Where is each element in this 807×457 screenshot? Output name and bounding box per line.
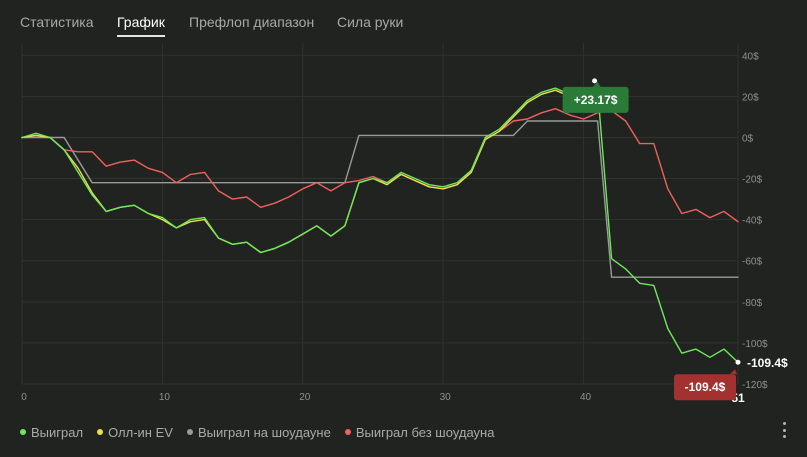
annotation-pointer <box>592 81 601 87</box>
legend-item-allin-ev[interactable]: Олл-ин EV <box>97 425 173 440</box>
point-marker <box>592 78 598 84</box>
legend-dot <box>97 429 104 435</box>
legend-label: Выиграл <box>31 424 84 440</box>
y-tick-label: 20$ <box>742 92 759 103</box>
tab-graph[interactable]: График <box>117 14 165 30</box>
point-marker <box>735 359 741 365</box>
legend-label: Выиграл на шоудауне <box>197 424 331 440</box>
x-tick-label: 10 <box>159 392 171 403</box>
x-tick-label: 40 <box>580 392 592 403</box>
legend-dot <box>186 429 193 435</box>
annotation-box <box>674 374 736 401</box>
tab-statistics[interactable]: Статистика <box>20 14 94 30</box>
chart-legend: Выиграл Олл-ин EV Выиграл на шоудауне Вы… <box>20 424 508 440</box>
y-tick-label: -80$ <box>742 298 762 309</box>
annotation-label: +23.17$ <box>574 93 618 107</box>
y-tick-label: -60$ <box>742 257 762 268</box>
y-tick-label: -100$ <box>742 339 768 350</box>
tab-bar: Статистика График Префлоп диапазон Сила … <box>0 0 807 40</box>
legend-label: Олл-ин EV <box>108 424 173 440</box>
series-line-won <box>21 87 739 363</box>
series-line-allin-ev <box>21 89 599 254</box>
legend-dot <box>20 429 26 435</box>
annotation-peak: +23.17$ <box>562 81 629 113</box>
y-tick-label: -120$ <box>742 380 768 391</box>
annotation-box <box>562 86 629 113</box>
tab-preflop-range[interactable]: Префлоп диапазон <box>189 14 315 30</box>
end-value-label: -109.4$ <box>747 356 788 370</box>
legend-label: Выиграл без шоудауна <box>355 424 495 440</box>
x-tick-label: 0 <box>21 392 27 403</box>
tab-hand-strength[interactable]: Сила руки <box>337 14 404 30</box>
annotation-final: -109.4$ <box>674 369 737 401</box>
y-tick-label: -40$ <box>742 216 762 227</box>
y-tick-label: -20$ <box>742 175 762 186</box>
legend-item-won-showdown[interactable]: Выиграл на шоудауне <box>186 424 331 440</box>
y-tick-label: 40$ <box>742 51 759 62</box>
annotation-pointer <box>730 369 737 375</box>
legend-dot <box>344 429 351 435</box>
x-tick-label: 30 <box>440 392 452 403</box>
vertical-ellipsis-icon[interactable] <box>778 420 790 440</box>
legend-item-won-no-showdown[interactable]: Выиграл без шоудауна <box>344 424 495 440</box>
series-line-won-no-showdown <box>21 107 739 223</box>
legend-item-won[interactable]: Выиграл <box>20 425 83 440</box>
series-line-won-showdown <box>21 120 739 278</box>
x-tick-label: 20 <box>299 392 311 403</box>
y-tick-label: 0$ <box>742 133 754 144</box>
active-tab-indicator <box>117 35 165 37</box>
annotation-label: -109.4$ <box>685 380 726 394</box>
